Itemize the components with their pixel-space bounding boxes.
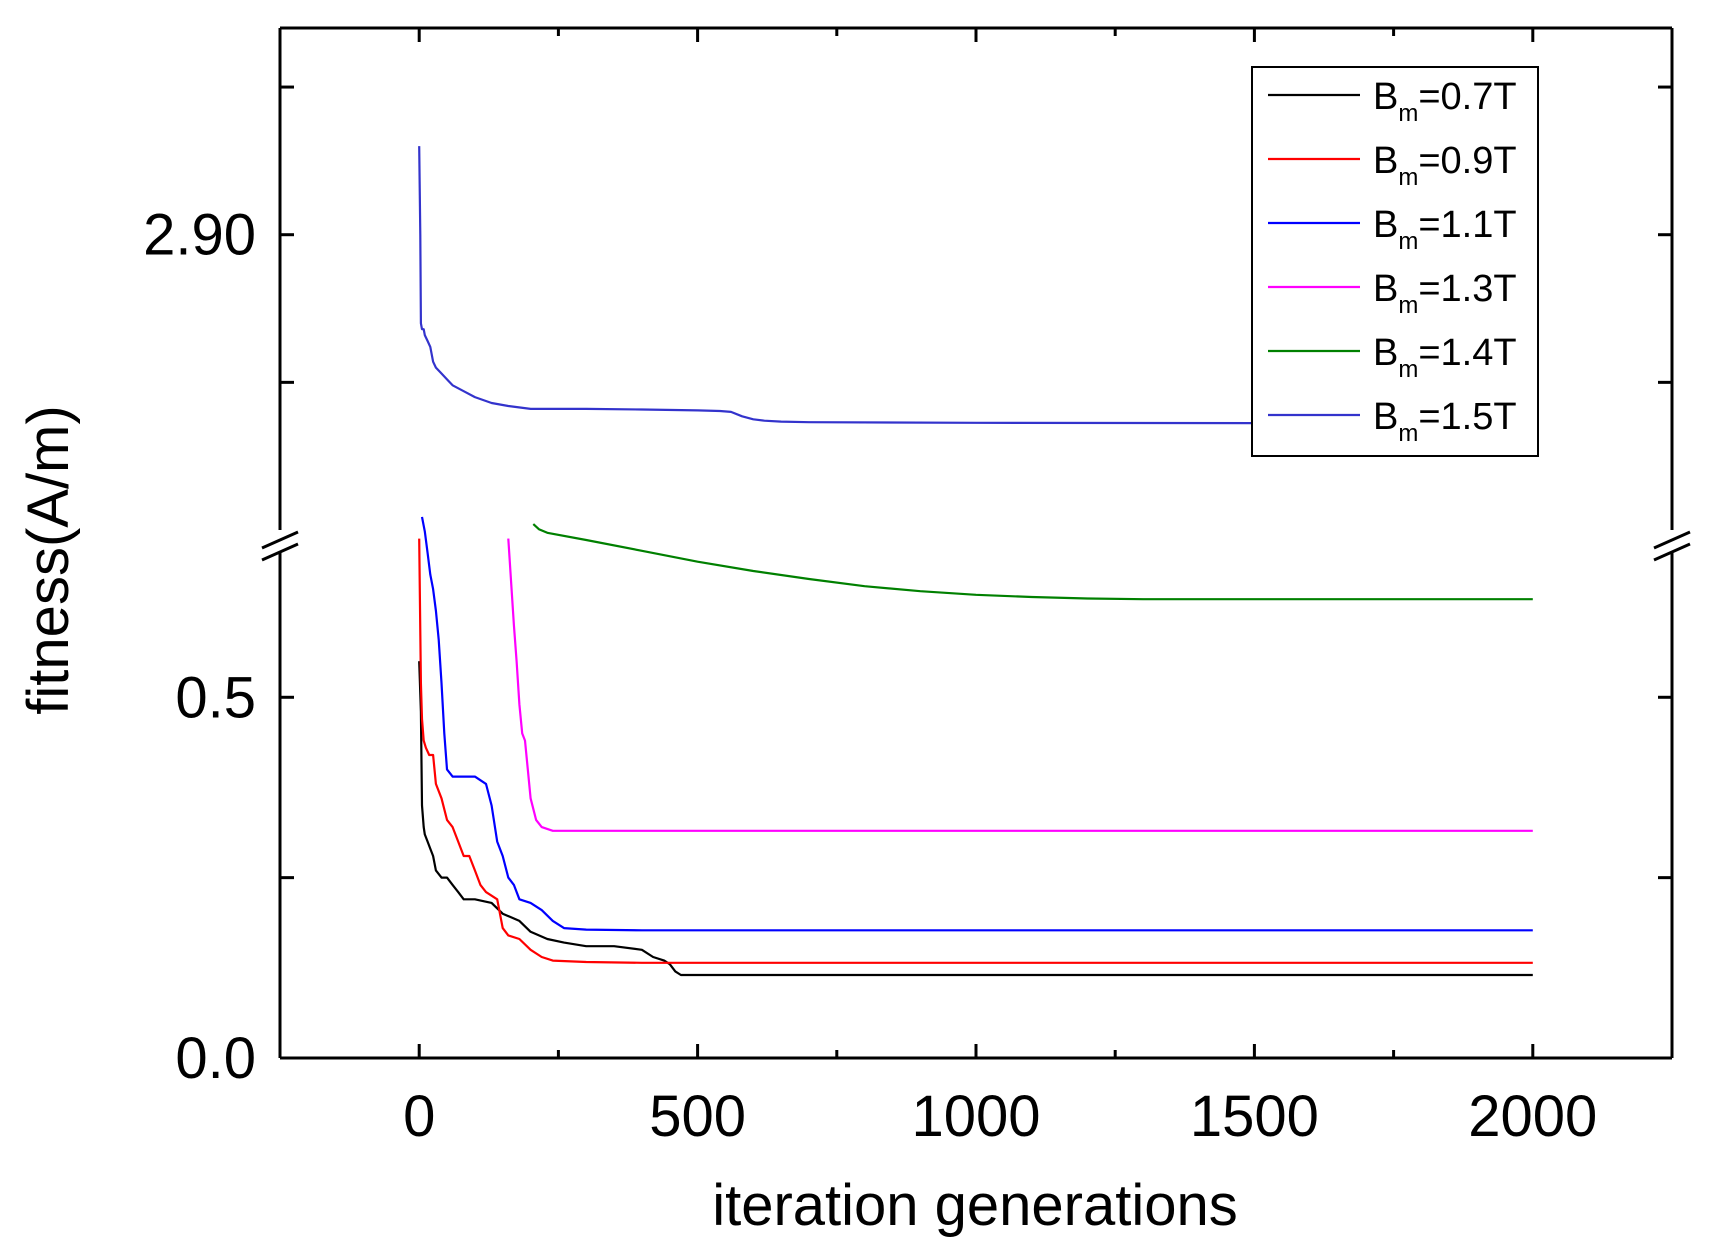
legend-label-5: Bm=1.4T	[1373, 332, 1517, 383]
series-line-3	[420, 516, 1533, 932]
x-ticks: 0 500 1000 1500 2000	[403, 28, 1597, 1149]
x-tick-label: 0	[403, 1084, 435, 1149]
legend-entries: Bm=0.7T Bm=0.9T Bm=1.1T Bm=1.3T Bm=1.4T Bm=1.…	[1268, 76, 1517, 447]
axis-break-left-2	[261, 542, 299, 562]
x-tick-label: 500	[649, 1084, 746, 1149]
y-axis-title: fitness(A/m)	[16, 405, 81, 714]
legend-box	[1251, 66, 1539, 457]
series-line-6	[418, 146, 1533, 425]
series-lines	[418, 146, 1533, 977]
legend-label-6: Bm=1.5T	[1373, 396, 1517, 447]
axis-break-markers	[261, 530, 1691, 562]
series-line-5	[532, 523, 1533, 601]
axis-break-right-1	[1653, 530, 1691, 550]
legend: Bm=0.7T Bm=0.9T Bm=1.1T Bm=1.3T Bm=1.4T Bm=1.…	[1251, 66, 1539, 457]
series-line-4	[507, 538, 1533, 832]
x-tick-label: 2000	[1468, 1084, 1597, 1149]
axis-break-left-1	[261, 530, 299, 550]
y-lower-tick-label: 0.5	[175, 665, 256, 730]
y-ticks: 0.0 0.5 2.90	[143, 85, 1672, 1091]
x-tick-label: 1000	[911, 1084, 1040, 1149]
series-line-2	[418, 538, 1533, 964]
series-line-1	[418, 661, 1533, 977]
axis-break-right-2	[1653, 542, 1691, 562]
y-lower-tick-label: 0.0	[175, 1026, 256, 1091]
legend-label-3: Bm=1.1T	[1373, 204, 1517, 255]
legend-label-2: Bm=0.9T	[1373, 140, 1517, 191]
legend-label-4: Bm=1.3T	[1373, 268, 1517, 319]
y-upper-tick-label: 2.90	[143, 203, 256, 268]
x-tick-label: 1500	[1190, 1084, 1319, 1149]
x-axis-title: iteration generations	[712, 1173, 1238, 1238]
legend-label-1: Bm=0.7T	[1373, 76, 1517, 127]
